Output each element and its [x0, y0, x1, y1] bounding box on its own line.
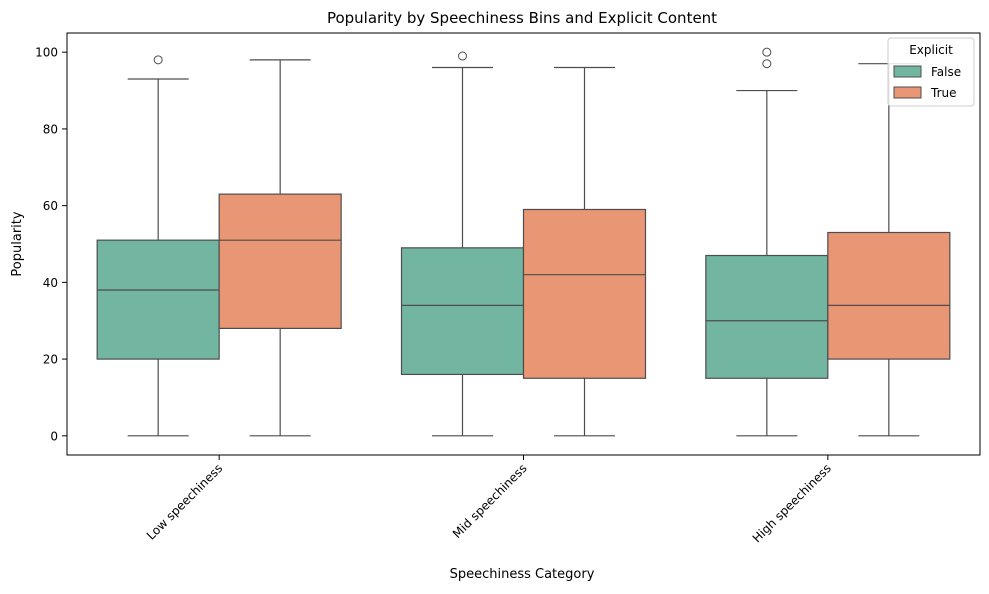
x-tick-label: High speechiness: [750, 461, 834, 545]
box-group: [96, 55, 220, 437]
legend-entry-label: False: [931, 65, 961, 79]
x-axis-label: Speechiness Category: [450, 567, 595, 582]
box: [827, 231, 951, 360]
x-axis: Low speechiness Mid speechiness High speec…: [144, 455, 834, 545]
box-group: [705, 47, 829, 437]
plot-area: [96, 47, 951, 437]
box-group: [218, 59, 342, 437]
box-group: [827, 63, 951, 437]
outlier-point: [762, 59, 772, 69]
outlier-point: [153, 55, 163, 65]
legend-swatch: [893, 65, 922, 78]
outlier-point: [458, 51, 467, 61]
x-tick-label: Low speechiness: [144, 461, 225, 542]
legend: Explicit False True: [887, 37, 975, 107]
outlier-point: [762, 47, 772, 57]
legend-entry-label: True: [930, 86, 957, 100]
box: [218, 193, 342, 329]
legend-title: Explicit: [909, 43, 953, 57]
y-tick-label: 0: [50, 429, 58, 443]
box-group: [400, 51, 525, 437]
y-axis: 0 20 40 60 80 100: [35, 46, 67, 443]
y-tick-label: 20: [43, 353, 58, 367]
y-tick-label: 80: [43, 122, 58, 136]
box-group: [522, 66, 647, 437]
box: [400, 247, 525, 376]
y-tick-label: 40: [43, 276, 58, 290]
chart-title: Popularity by Speechiness Bins and Expli…: [327, 9, 717, 27]
box: [705, 254, 829, 379]
y-axis-label: Popularity: [10, 211, 25, 276]
box: [96, 239, 220, 360]
y-tick-label: 100: [35, 46, 58, 60]
box: [522, 208, 647, 379]
x-tick-label: Mid speechiness: [450, 461, 530, 541]
y-tick-label: 60: [43, 199, 58, 213]
legend-swatch: [893, 86, 922, 99]
